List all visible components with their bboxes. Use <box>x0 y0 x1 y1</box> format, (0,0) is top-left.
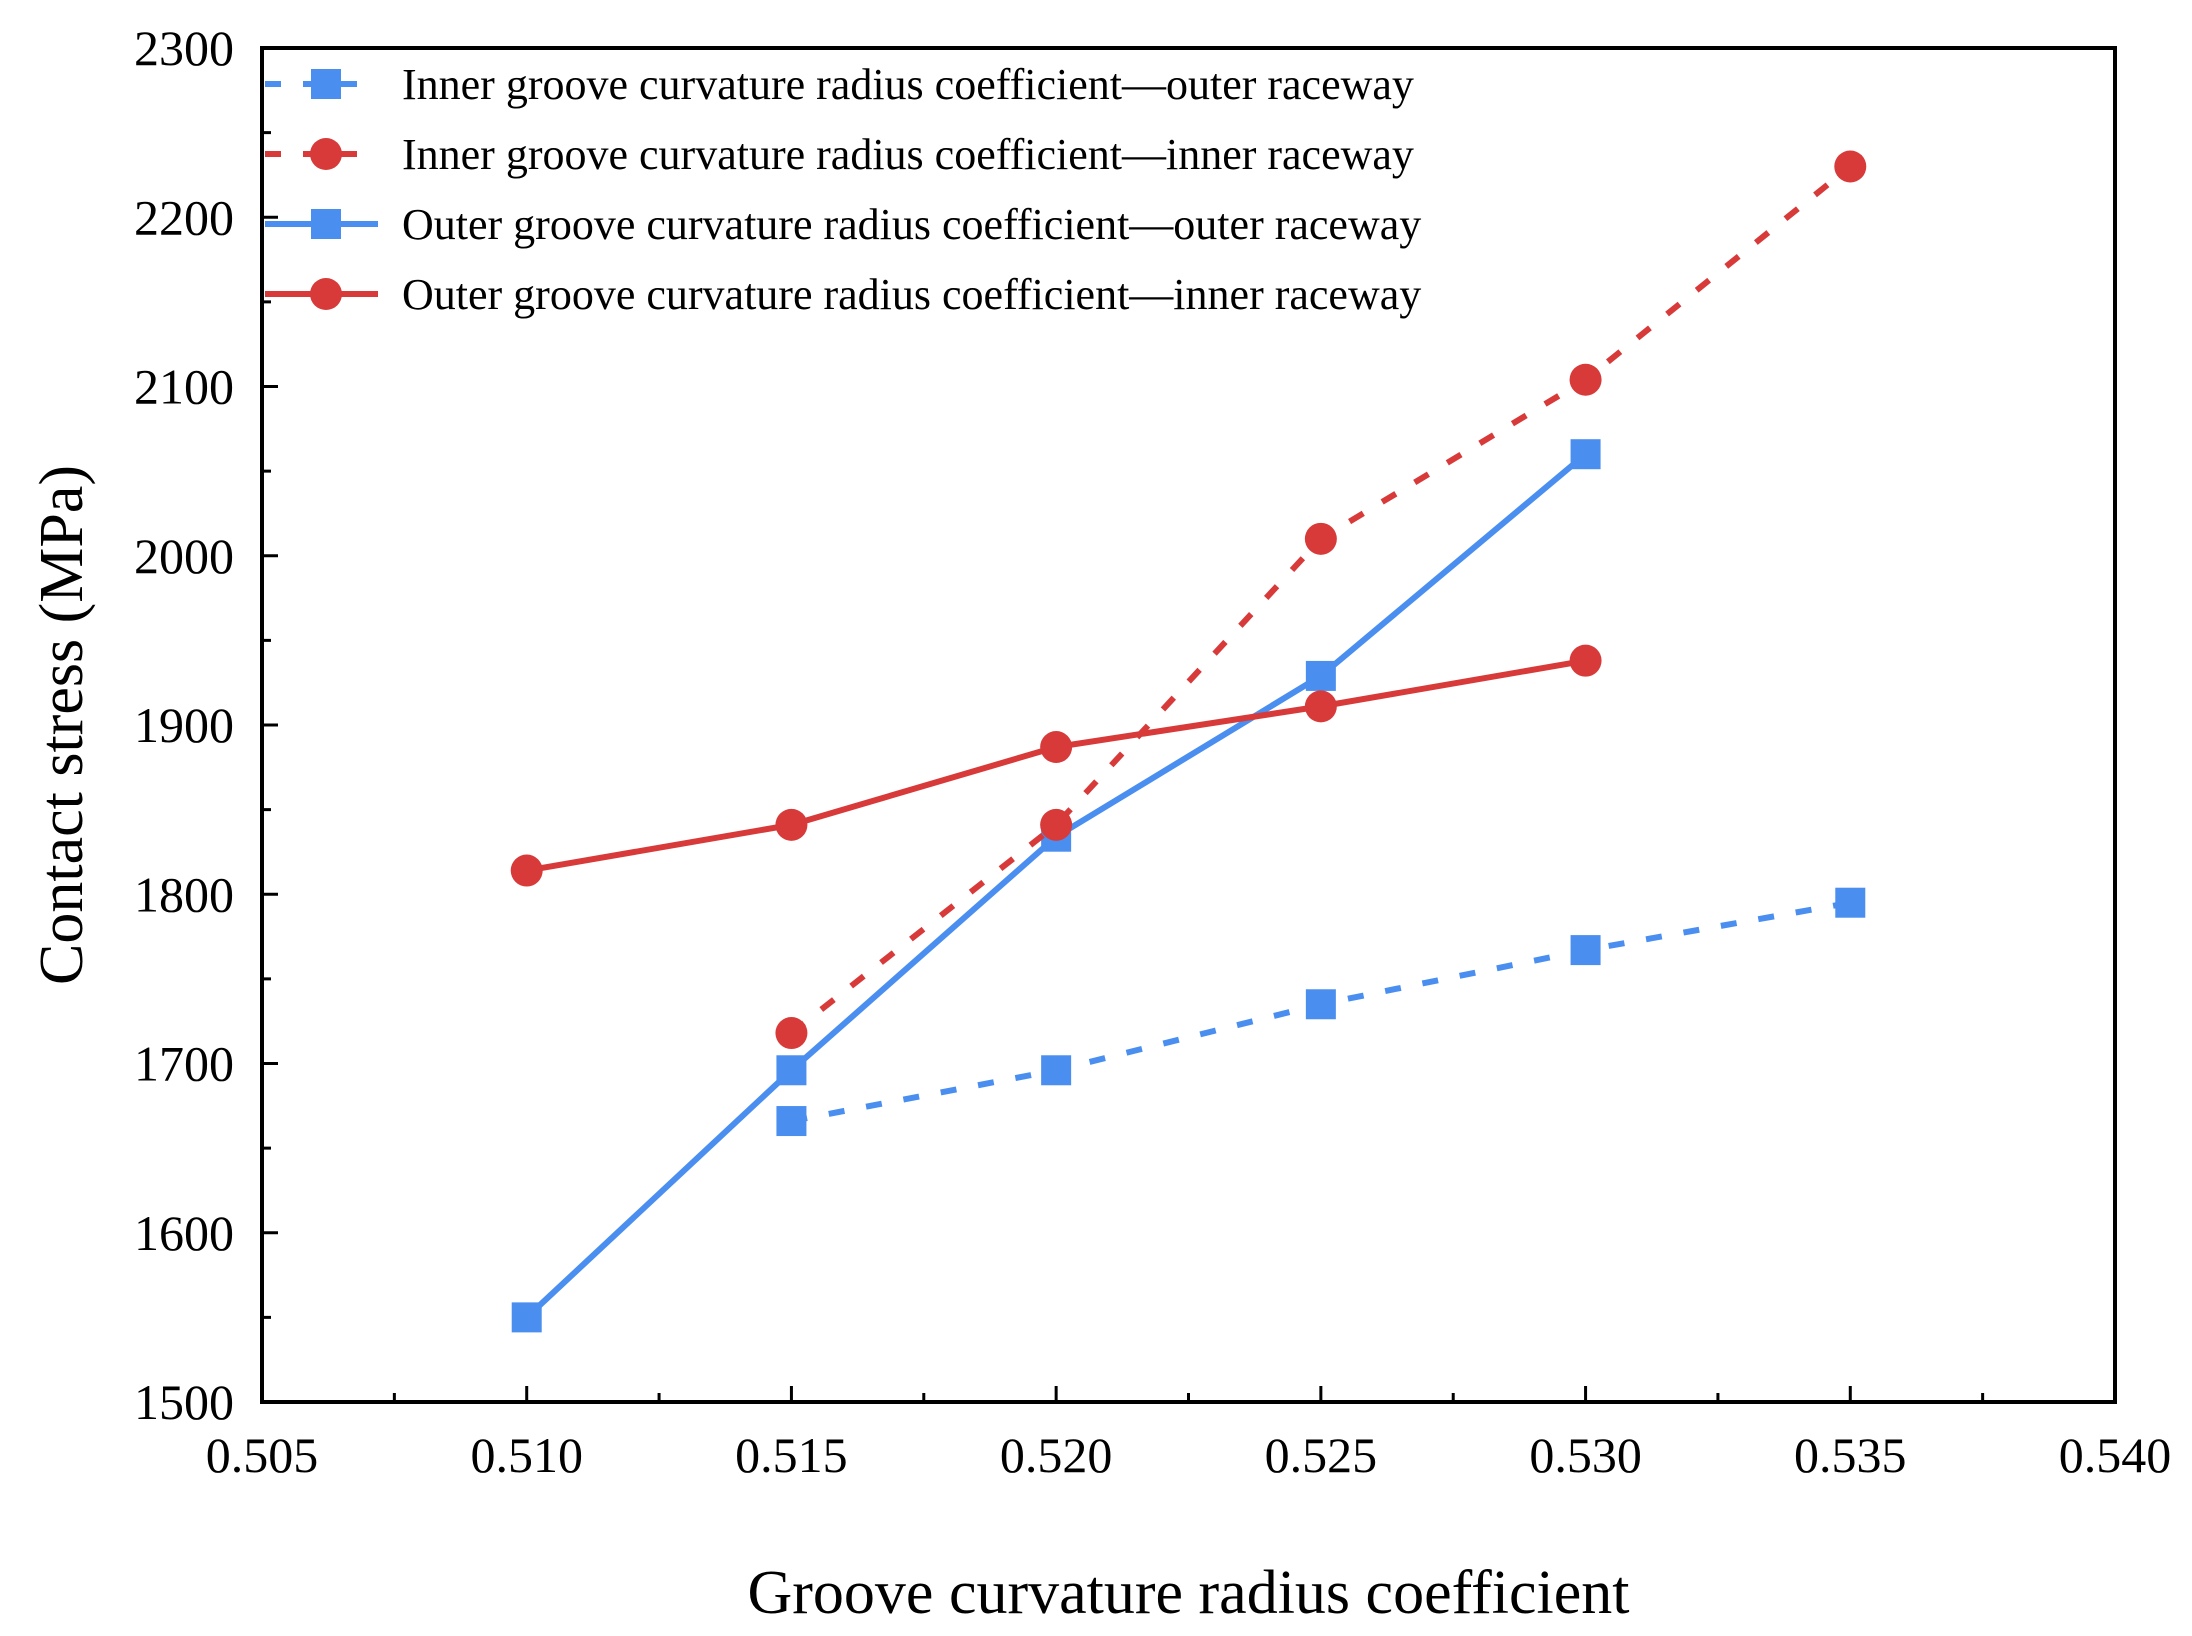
y-tick-label: 1500 <box>134 1374 234 1430</box>
data-point <box>1834 150 1867 183</box>
x-tick-label: 0.535 <box>1794 1427 1907 1483</box>
data-point <box>1569 363 1602 396</box>
series-group <box>510 150 1867 1333</box>
y-tick-label: 1600 <box>134 1205 234 1261</box>
x-tick-label: 0.515 <box>735 1427 848 1483</box>
x-tick-label: 0.505 <box>206 1427 319 1483</box>
axes: 0.505 0.510 0.515 0.520 0.525 0.530 0.535 0.540… <box>134 20 2171 1483</box>
legend-item-4: Outer groove curvature radius coefficien… <box>265 270 1421 319</box>
legend-label: Inner groove curvature radius coefficien… <box>402 130 1414 179</box>
data-point <box>1305 660 1336 691</box>
data-point <box>776 1055 807 1086</box>
x-tick-label: 0.540 <box>2059 1427 2172 1483</box>
legend-marker <box>311 209 341 239</box>
data-point <box>1304 522 1337 555</box>
legend-item-2: Inner groove curvature radius coefficien… <box>265 130 1414 179</box>
y-tick-label: 1900 <box>134 697 234 753</box>
data-point <box>1570 439 1601 470</box>
data-point <box>1305 989 1336 1020</box>
legend-marker <box>310 138 342 170</box>
series-4 <box>510 644 1602 887</box>
x-tick-label: 0.510 <box>470 1427 583 1483</box>
data-point <box>1569 644 1602 677</box>
legend-label: Outer groove curvature radius coefficien… <box>402 270 1421 319</box>
series-1 <box>776 887 1866 1137</box>
data-point <box>1835 887 1866 918</box>
legend-item-1: Inner groove curvature radius coefficien… <box>265 60 1414 109</box>
legend-marker <box>310 278 342 310</box>
x-tick-label: 0.520 <box>1000 1427 1113 1483</box>
data-point <box>775 808 808 841</box>
y-tick-label: 2100 <box>134 359 234 415</box>
data-point <box>1304 690 1337 723</box>
series-line <box>524 451 1588 1320</box>
data-point <box>776 1106 807 1137</box>
series-2 <box>775 150 1867 1050</box>
data-point <box>511 1302 542 1333</box>
data-point <box>1570 935 1601 966</box>
legend-label: Inner groove curvature radius coefficien… <box>402 60 1414 109</box>
legend-marker <box>311 69 341 99</box>
y-tick-label: 1700 <box>134 1036 234 1092</box>
x-tick-label: 0.525 <box>1265 1427 1378 1483</box>
data-point <box>775 1017 808 1050</box>
legend-item-3: Outer groove curvature radius coefficien… <box>265 200 1421 249</box>
y-tick-label: 2000 <box>134 528 234 584</box>
y-tick-label: 2300 <box>134 20 234 76</box>
data-point <box>1041 1055 1072 1086</box>
x-tick-label: 0.530 <box>1529 1427 1642 1483</box>
x-axis-title: Groove curvature radius coefficient <box>748 1559 1630 1627</box>
y-tick-label: 1800 <box>134 866 234 922</box>
data-point <box>1040 731 1073 764</box>
legend: Inner groove curvature radius coefficien… <box>265 60 1421 319</box>
data-point <box>510 854 543 887</box>
y-tick-label: 2200 <box>134 189 234 245</box>
series-3 <box>511 439 1601 1333</box>
y-axis-title: Contact stress (MPa) <box>28 465 96 985</box>
legend-label: Outer groove curvature radius coefficien… <box>402 200 1421 249</box>
data-point <box>1040 808 1073 841</box>
